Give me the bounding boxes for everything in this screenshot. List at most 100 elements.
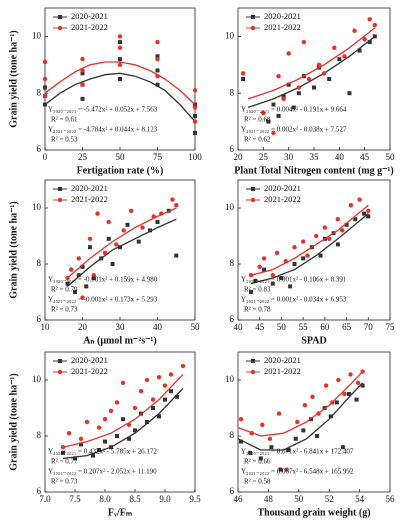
point (276, 411, 282, 416)
y-axis-label: Grain yield (tone ha⁻¹) (8, 373, 19, 470)
point (192, 88, 198, 93)
point (288, 284, 293, 289)
point (108, 408, 114, 413)
point (84, 419, 90, 425)
point (342, 54, 347, 59)
point (258, 456, 263, 461)
y-tick-label: 10 (225, 374, 235, 384)
point (168, 372, 174, 377)
point (367, 40, 372, 45)
x-tick-label: 9.5 (189, 494, 201, 504)
point (334, 400, 339, 405)
point (296, 85, 301, 90)
x-tick-label: 8.5 (129, 494, 141, 504)
point (248, 273, 254, 278)
point (69, 267, 74, 272)
panel: 10 20 30 40 50 6 8 10 Aₙ (μmol m⁻²s⁻¹) Grain yiel… (8, 179, 201, 346)
point (151, 406, 155, 410)
equation: R² = 0.61 (51, 116, 78, 124)
point (306, 76, 312, 82)
plot-frame (44, 351, 196, 493)
point (249, 431, 254, 436)
point (305, 253, 310, 258)
legend-marker (251, 187, 255, 191)
fit-curve (62, 373, 184, 448)
point (118, 245, 122, 250)
x-tick-label: 65 (342, 322, 352, 332)
point (175, 394, 179, 399)
legend-marker (250, 369, 256, 375)
x-tick-label: 50 (116, 152, 126, 162)
point (79, 442, 83, 447)
point (157, 414, 161, 419)
point (121, 228, 126, 233)
point (80, 71, 85, 76)
equation: Y₂₀₂₁₋₂₀₂₂ = 0.001x² - 0.034x + 6.953 (241, 296, 347, 304)
point (262, 267, 267, 272)
point (136, 239, 141, 244)
legend-marker (251, 15, 255, 19)
x-tick-label: 45 (360, 152, 370, 162)
point (348, 372, 353, 377)
point (321, 71, 327, 76)
point (155, 82, 160, 87)
point (43, 102, 47, 107)
point (60, 445, 66, 450)
x-axis-label: SPAD (301, 335, 326, 346)
x-tick-label: 75 (153, 152, 163, 162)
point (361, 211, 366, 216)
x-tick-label: 10 (41, 322, 51, 332)
point (313, 233, 319, 239)
point (284, 467, 289, 472)
point (346, 392, 351, 396)
x-tick-label: 40 (335, 152, 345, 162)
point (266, 119, 271, 124)
point (174, 203, 179, 208)
y-axis-label: Grain yield (tone ha⁻¹) (8, 30, 19, 127)
y-tick-label: 8 (230, 87, 235, 97)
equation: Y₂₀₂₁₋₂₀₂₂ = -0.001x² + 0.173x + 5.293 (48, 296, 158, 304)
point (97, 448, 101, 452)
legend-label: 2021-2022 (71, 22, 108, 32)
x-tick-label: 0 (43, 152, 48, 162)
x-tick-label: 48 (264, 494, 274, 504)
y-tick-label: 10 (32, 30, 42, 40)
point (261, 256, 267, 261)
point (261, 110, 266, 116)
point (43, 85, 47, 90)
y-tick-label: 6 (37, 144, 42, 154)
point (80, 82, 85, 87)
equation: Y₂₀₂₀₋₂₀₂₁ = -0.001x² + 0.159x + 4.980 (48, 276, 158, 284)
point (271, 102, 276, 107)
point (278, 467, 283, 472)
point (87, 236, 93, 241)
fit-curve (62, 387, 184, 460)
point (348, 203, 354, 208)
x-tick-label: 60 (320, 322, 330, 332)
point (159, 211, 164, 216)
legend-label: 2020-2021 (71, 11, 108, 21)
x-tick-label: 35 (310, 152, 320, 162)
fit-curve (44, 61, 196, 106)
x-tick-label: 50 (191, 322, 201, 332)
x-tick-label: 50 (277, 322, 287, 332)
legend-label: 2020-2021 (264, 11, 301, 21)
point (360, 383, 365, 388)
point (125, 222, 130, 227)
point (353, 217, 358, 222)
point (88, 245, 92, 250)
point (301, 39, 307, 45)
legend-label: 2020-2021 (264, 183, 301, 193)
point (295, 419, 300, 425)
x-axis-label: Plant Total Nitrogen content (mg g⁻¹) (234, 165, 393, 176)
equation: Y₂₀₂₀₋₂₀₂₁ = -5.472x² + 0.052x + 7.563 (48, 106, 158, 114)
point (241, 77, 246, 81)
x-tick-label: 100 (188, 152, 202, 162)
point (78, 436, 84, 441)
point (115, 434, 119, 438)
point (281, 96, 286, 102)
point (91, 276, 96, 280)
x-axis-label: Fertigation rate (%) (77, 165, 164, 176)
fit-curve (247, 27, 376, 100)
